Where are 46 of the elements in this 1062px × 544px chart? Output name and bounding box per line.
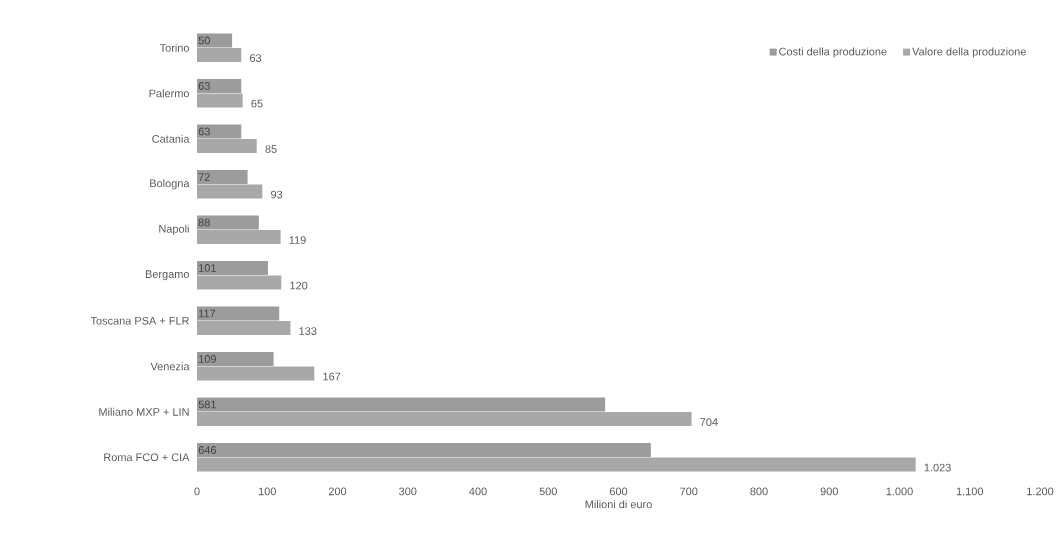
y-tick-label: Roma FCO + CIA	[104, 453, 190, 462]
data-label: 85	[265, 145, 277, 153]
data-label: 93	[271, 190, 283, 199]
data-label: 133	[299, 327, 317, 335]
x-tick-label: 1.000	[886, 487, 913, 496]
x-tick-label: 100	[258, 487, 276, 496]
data-label: 704	[700, 418, 718, 426]
y-tick-label: Toscana PSA + FLR	[90, 316, 189, 325]
data-label: 120	[290, 281, 308, 290]
data-label: 63	[198, 82, 210, 90]
data-label: 65	[251, 99, 263, 108]
y-tick-label: Catania	[152, 134, 190, 143]
data-label: 1.023	[924, 463, 951, 472]
x-tick-label: 1.100	[956, 487, 984, 496]
y-tick-label: Torino	[159, 43, 190, 52]
data-label: 50	[198, 36, 210, 45]
data-label: 72	[198, 173, 210, 181]
x-tick-label: 600	[609, 487, 628, 496]
x-tick-label: 0	[194, 487, 200, 496]
legend-label: Costi della produzione	[779, 47, 887, 58]
y-tick-label: Palermo	[149, 89, 190, 98]
y-tick-label: Napoli	[159, 224, 189, 235]
y-tick-label: Bologna	[150, 179, 190, 190]
y-tick-label: Miliano MXP + LIN	[99, 407, 189, 416]
data-label: 63	[198, 127, 210, 136]
x-tick-label: 400	[469, 487, 487, 496]
data-label: 117	[199, 309, 216, 318]
x-tick-label: 800	[750, 487, 768, 496]
x-tick-label: 300	[399, 487, 417, 496]
legend-label: Valore della produzione	[912, 47, 1026, 58]
x-tick-label: 700	[680, 487, 698, 496]
data-label: 119	[289, 236, 306, 244]
data-label: 63	[250, 54, 262, 62]
x-axis-title: Milioni di euro	[585, 500, 652, 509]
x-tick-label: 200	[328, 487, 347, 496]
data-label: 109	[199, 355, 216, 363]
data-label: 646	[198, 446, 216, 454]
y-tick-label: Bergamo	[145, 270, 190, 281]
data-label: 88	[198, 218, 210, 227]
data-label: 581	[198, 400, 216, 409]
x-tick-label: 900	[820, 487, 838, 496]
data-label: 101	[199, 264, 216, 272]
x-tick-label: 1.200	[1027, 487, 1054, 496]
y-tick-label: Venezia	[150, 362, 190, 371]
x-tick-label: 500	[539, 487, 557, 496]
data-label: 167	[323, 372, 341, 381]
